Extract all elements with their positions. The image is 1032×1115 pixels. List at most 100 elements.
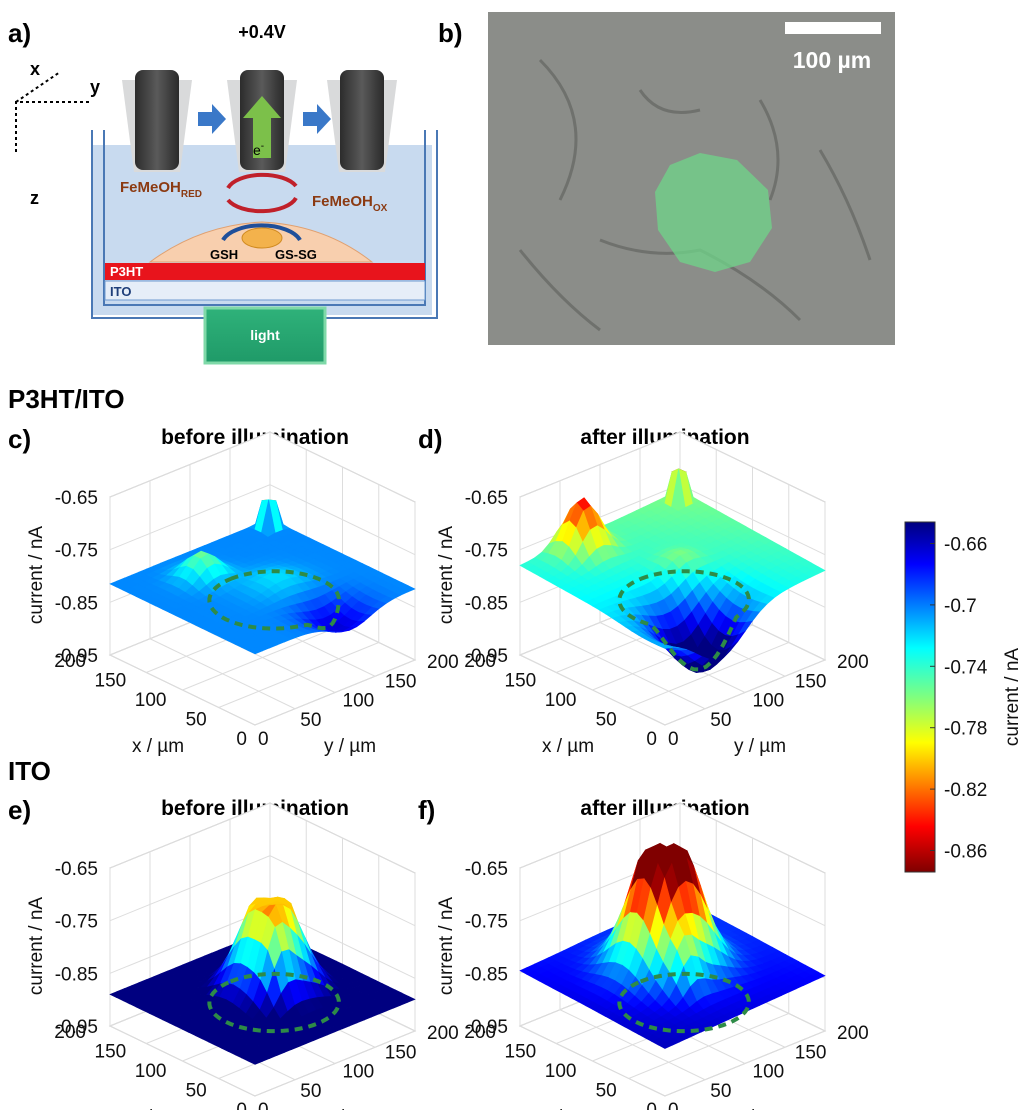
y-tick-label: 50 [300, 710, 321, 731]
surface-plot: d)after illumination-0.65-0.75-0.85-0.95… [418, 424, 869, 757]
panel-label: a) [8, 18, 31, 48]
layer-label: ITO [110, 284, 131, 299]
y-axis-label: y / µm [734, 736, 786, 757]
light-label: light [250, 327, 280, 343]
x-tick-label: 150 [505, 1042, 537, 1063]
p3ht-layer [105, 263, 425, 280]
surface-plots: c)before illumination-0.65-0.75-0.85-0.9… [8, 424, 869, 1110]
ito-layer [105, 281, 425, 300]
electrode [135, 70, 179, 170]
z-tick-label: -0.85 [465, 593, 508, 614]
x-tick-label: 200 [464, 1022, 496, 1043]
surface-plot: f)after illumination-0.65-0.75-0.85-0.95… [418, 795, 869, 1110]
y-tick-label: 50 [710, 710, 731, 731]
subscript: OX [373, 203, 388, 214]
axes-arrows [16, 72, 90, 152]
x-tick-label: 50 [596, 1081, 617, 1102]
colorbar-tick-label: -0.82 [944, 780, 987, 801]
z-axis-label: current / nA [436, 526, 457, 625]
electron-symbol: e [253, 142, 261, 158]
colorbar: current / nA -0.66 -0.7 -0.74 -0.78 -0.82 -0.… [905, 522, 1023, 872]
y-tick-label: 0 [668, 729, 679, 750]
colorbar-tick-label: -0.86 [944, 842, 987, 863]
y-tick-label: 200 [837, 1023, 869, 1044]
x-tick-label: 0 [236, 1100, 247, 1110]
z-tick-label: -0.85 [55, 593, 98, 614]
panel-label: f) [418, 795, 435, 825]
panel-label: d) [418, 424, 443, 454]
x-tick-label: 150 [505, 671, 537, 692]
y-tick-label: 150 [385, 1042, 417, 1063]
x-tick-label: 200 [54, 651, 86, 672]
x-tick-label: 150 [95, 671, 127, 692]
y-tick-label: 100 [753, 691, 785, 712]
y-tick-label: 0 [258, 729, 269, 750]
y-tick-label: 150 [795, 671, 827, 692]
x-tick-label: 0 [646, 729, 657, 750]
x-tick-label: 100 [135, 690, 167, 711]
panel-b: b) 100 µm [438, 12, 895, 345]
x-tick-label: 200 [54, 1022, 86, 1043]
panel-a: a) x y z +0.4V e- FeMeOHRED FeMeOHOX GSH… [8, 18, 437, 363]
mediator: FeMeOH [312, 193, 373, 210]
y-tick-label: 150 [795, 1042, 827, 1063]
y-axis-label: y / µm [324, 736, 376, 757]
axis-label: x [30, 59, 40, 79]
colorbar-tick-label: -0.74 [944, 657, 988, 678]
y-tick-label: 50 [710, 1081, 731, 1102]
panel-label: e) [8, 795, 31, 825]
figure: a) x y z +0.4V e- FeMeOHRED FeMeOHOX GSH… [0, 0, 1032, 1110]
y-tick-label: 200 [427, 652, 459, 673]
move-arrow [198, 104, 226, 134]
x-tick-label: 0 [236, 729, 247, 750]
scale-bar [785, 22, 881, 34]
z-tick-label: -0.75 [55, 912, 98, 933]
z-tick-label: -0.85 [55, 964, 98, 985]
panel-label: c) [8, 424, 31, 454]
y-tick-label: 200 [837, 652, 869, 673]
z-tick-label: -0.75 [55, 541, 98, 562]
y-tick-label: 0 [258, 1100, 269, 1110]
subscript: RED [181, 189, 202, 200]
y-tick-label: 0 [668, 1100, 679, 1110]
colorbar-tick-label: -0.7 [944, 596, 977, 617]
x-tick-label: 100 [135, 1061, 167, 1082]
z-axis-label: current / nA [26, 526, 47, 625]
axis-label: z [30, 188, 39, 208]
axis-label: y [90, 77, 100, 97]
z-tick-label: -0.75 [465, 541, 508, 562]
colorbar-tick-label: -0.78 [944, 719, 987, 740]
x-tick-label: 100 [545, 690, 577, 711]
x-tick-label: 0 [646, 1100, 657, 1110]
section-title: P3HT/ITO [8, 384, 125, 414]
section-title: ITO [8, 756, 51, 786]
z-axis-label: current / nA [26, 897, 47, 996]
colorbar-label: current / nA [1002, 648, 1023, 747]
x-axis-label: x / µm [132, 736, 184, 757]
electron-charge: - [261, 141, 264, 152]
z-tick-label: -0.65 [465, 488, 508, 509]
surface-plot: e)before illumination-0.65-0.75-0.85-0.9… [8, 795, 459, 1110]
x-tick-label: 50 [596, 710, 617, 731]
x-tick-label: 100 [545, 1061, 577, 1082]
y-tick-label: 100 [343, 691, 375, 712]
colorbar-scale [905, 522, 935, 872]
x-tick-label: 200 [464, 651, 496, 672]
x-tick-label: 50 [186, 1081, 207, 1102]
x-tick-label: 50 [186, 710, 207, 731]
y-tick-label: 100 [753, 1062, 785, 1083]
x-tick-label: 150 [95, 1042, 127, 1063]
z-tick-label: -0.65 [465, 859, 508, 880]
x-axis-label: x / µm [542, 736, 594, 757]
disulfide: GS-SG [275, 247, 317, 262]
z-tick-label: -0.75 [465, 912, 508, 933]
z-tick-label: -0.85 [465, 964, 508, 985]
z-tick-label: -0.65 [55, 859, 98, 880]
z-axis-label: current / nA [436, 897, 457, 996]
y-tick-label: 200 [427, 1023, 459, 1044]
move-arrow [303, 104, 331, 134]
electrode [340, 70, 384, 170]
layer-label: P3HT [110, 264, 143, 279]
colorbar-tick-label: -0.66 [944, 534, 987, 555]
z-tick-label: -0.65 [55, 488, 98, 509]
